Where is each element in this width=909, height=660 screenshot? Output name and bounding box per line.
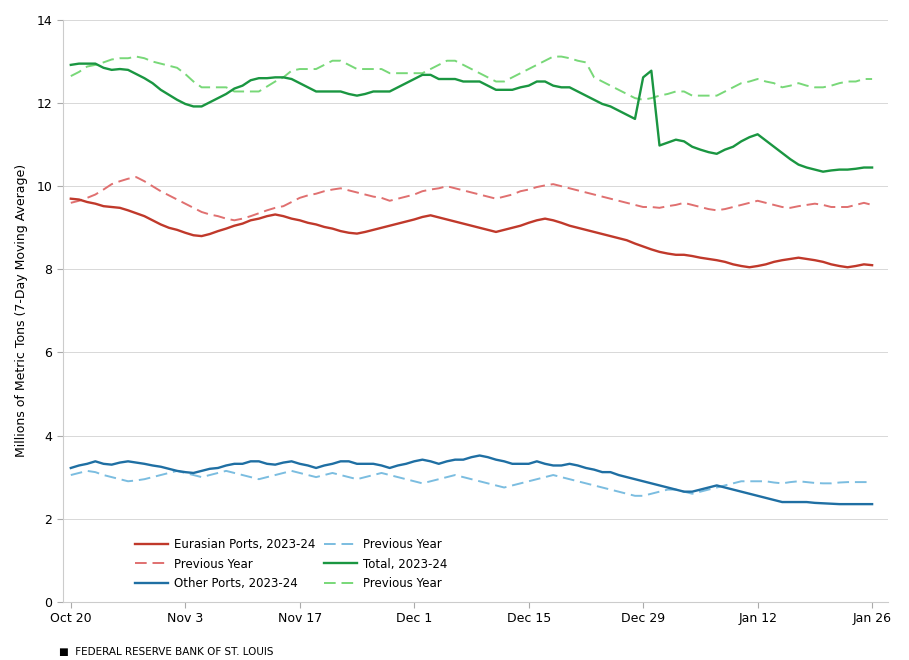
Text: ■  FEDERAL RESERVE BANK OF ST. LOUIS: ■ FEDERAL RESERVE BANK OF ST. LOUIS — [59, 647, 274, 657]
Y-axis label: Millions of Metric Tons (7-Day Moving Average): Millions of Metric Tons (7-Day Moving Av… — [15, 164, 28, 457]
Legend: Eurasian Ports, 2023-24, Previous Year, Other Ports, 2023-24, Previous Year, Tot: Eurasian Ports, 2023-24, Previous Year, … — [135, 538, 448, 590]
